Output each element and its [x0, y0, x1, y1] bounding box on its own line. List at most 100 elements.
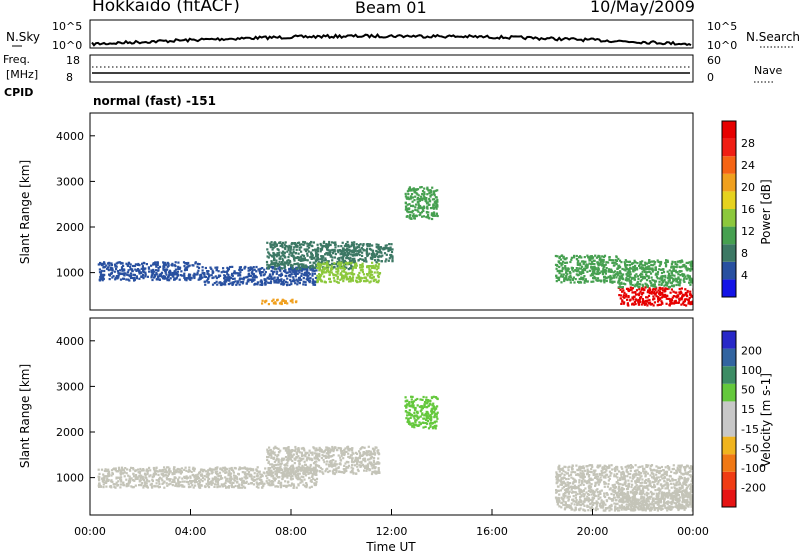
scatter-cell [333, 472, 336, 476]
scatter-cell [300, 243, 303, 246]
scatter-cell [291, 301, 294, 304]
scatter-cell [325, 262, 328, 265]
scatter-cell [640, 266, 643, 269]
scatter-cell [233, 270, 236, 273]
scatter-cell [286, 259, 289, 262]
scatter-cell [406, 411, 409, 414]
scatter-cell [266, 241, 269, 244]
scatter-cell [362, 248, 365, 251]
scatter-cell [325, 452, 328, 455]
scatter-cell [388, 247, 391, 250]
scatter-cell [355, 280, 358, 283]
scatter-cell [421, 412, 424, 415]
scatter-cell [413, 217, 416, 220]
scatter-cell [229, 265, 232, 269]
scatter-cell [229, 479, 232, 482]
scatter-cell [619, 294, 623, 297]
scatter-cell [593, 275, 596, 278]
scatter-cell [597, 266, 600, 270]
scatter-cell [322, 256, 325, 259]
scatter-cell [313, 269, 316, 272]
scatter-cell [276, 253, 279, 256]
scatter-cell [351, 451, 354, 454]
scatter-cell [690, 277, 693, 280]
scatter-cell [229, 476, 232, 479]
scatter-cell [271, 267, 274, 270]
scatter-cell [654, 268, 657, 272]
scatter-cell [142, 268, 145, 271]
scatter-cell [595, 279, 598, 282]
scatter-cell [292, 453, 295, 456]
scatter-cell [598, 262, 601, 265]
scatter-cell [304, 463, 307, 467]
scatter-cell [660, 283, 663, 286]
scatter-cell [274, 472, 277, 476]
scatter-cell [196, 477, 199, 480]
scatter-cell [375, 280, 378, 284]
scatter-cell [314, 473, 317, 476]
scatter-cell [597, 269, 600, 272]
scatter-cell [293, 246, 296, 249]
scatter-cell [389, 246, 392, 249]
scatter-cell [149, 469, 152, 472]
scatter-cell [340, 273, 343, 276]
scatter-cell [432, 405, 435, 408]
scatter-cell [375, 265, 378, 268]
scatter-cell [270, 280, 273, 283]
scatter-cell [375, 245, 378, 249]
scatter-cell [176, 485, 179, 488]
scatter-cell [681, 302, 685, 305]
scatter-cell [651, 267, 654, 270]
scatter-cell [364, 280, 367, 283]
freq-right-tick-top: 60 [707, 54, 721, 67]
scatter-cell [298, 472, 301, 475]
scatter-cell [634, 264, 637, 267]
colorbar-tick-6: 4 [741, 269, 748, 282]
scatter-cell [413, 199, 416, 202]
scatter-cell [645, 266, 648, 269]
scatter-cell [597, 497, 600, 501]
scatter-cell [558, 265, 561, 269]
scatter-cell [302, 469, 305, 472]
scatter-cell [134, 263, 137, 266]
scatter-cell [274, 253, 277, 256]
scatter-cell [108, 261, 111, 264]
scatter-cell [190, 276, 193, 279]
scatter-cell [130, 276, 133, 279]
scatter-cell [144, 273, 147, 276]
scatter-cell [645, 271, 648, 274]
scatter-cell [358, 461, 361, 464]
scatter-cell [152, 262, 155, 265]
scatter-cell [411, 196, 415, 199]
scatter-cell [618, 294, 621, 297]
scatter-cell [353, 246, 356, 249]
scatter-cell [98, 484, 101, 487]
scatter-cell [306, 278, 309, 282]
scatter-cell [228, 470, 231, 473]
scatter-cell [127, 274, 130, 277]
scatter-cell [341, 267, 344, 270]
scatter-cell [434, 202, 437, 205]
scatter-cell [279, 483, 282, 486]
scatter-cell [232, 469, 235, 472]
scatter-cell [562, 503, 565, 506]
scatter-cell [325, 269, 328, 272]
scatter-cell [658, 283, 661, 286]
scatter-cell [284, 280, 287, 283]
scatter-cell [297, 449, 300, 452]
scatter-cell [192, 486, 195, 489]
scatter-cell [361, 251, 364, 254]
scatter-cell [227, 274, 230, 277]
scatter-cell [594, 267, 597, 270]
scatter-cell [144, 484, 147, 487]
scatter-cell [312, 462, 316, 465]
scatter-cell [231, 281, 234, 284]
scatter-cell [344, 251, 347, 254]
scatter-cell [309, 457, 312, 460]
scatter-cell [140, 484, 143, 487]
scatter-cell [267, 460, 270, 463]
scatter-cell [276, 457, 279, 461]
scatter-cell [141, 275, 144, 278]
scatter-cell [378, 254, 381, 257]
scatter-cell [353, 264, 356, 267]
